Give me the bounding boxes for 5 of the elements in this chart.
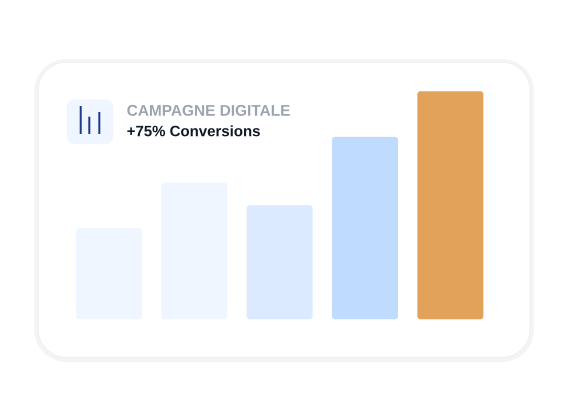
text: +75% Conversions [127, 125, 260, 136]
text: CAMPAGNE DIGITALE [127, 104, 290, 116]
bar [246, 205, 313, 320]
bar [332, 136, 398, 320]
bar [417, 91, 484, 320]
